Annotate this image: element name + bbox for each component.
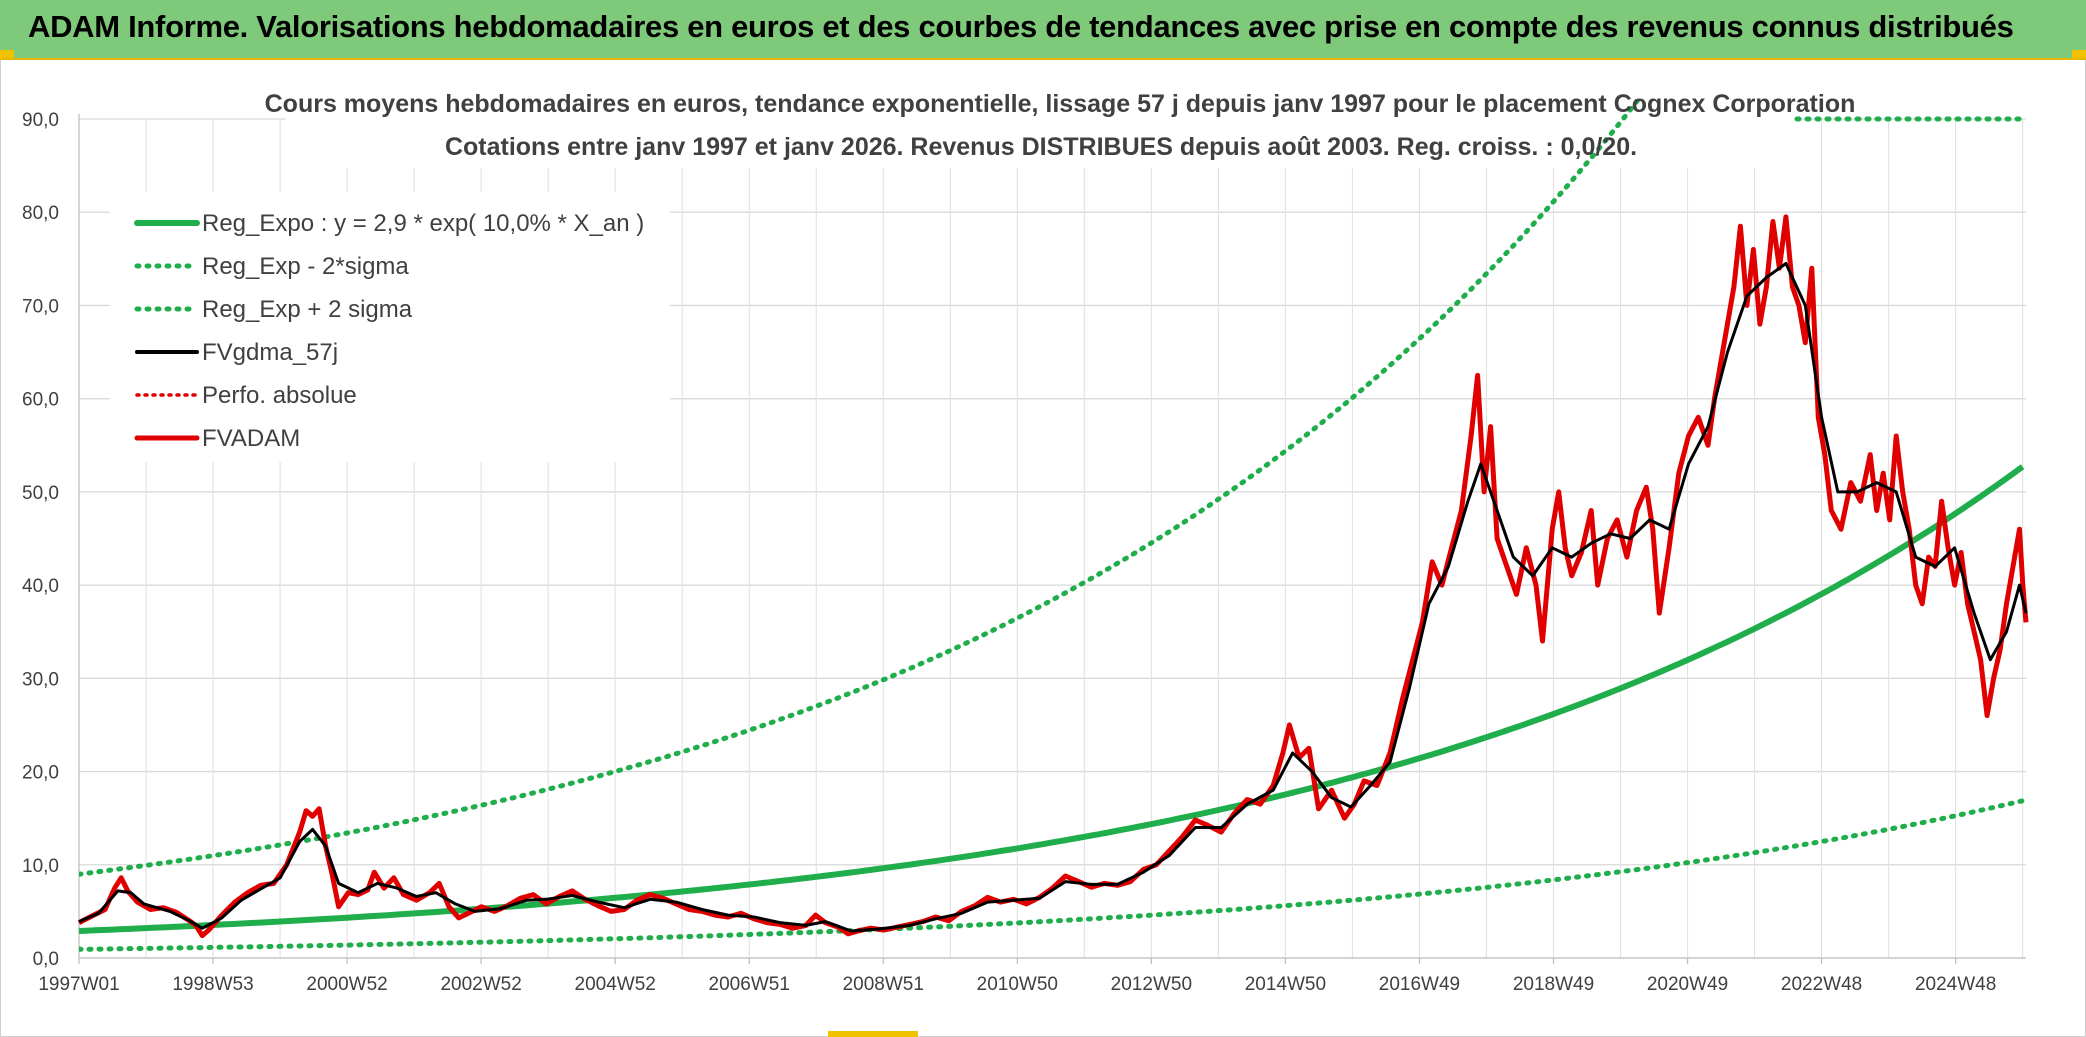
x-tick-label: 2024W48: [1915, 974, 1996, 995]
y-tick-label: 0,0: [33, 949, 59, 970]
x-tick-label: 2008W51: [843, 974, 924, 995]
x-tick-label: 2018W49: [1513, 974, 1594, 995]
report-title: ADAM Informe. Valorisations hebdomadaire…: [28, 9, 2014, 44]
corner-marker-top-right: [2072, 50, 2086, 58]
legend-label-upper: Reg_Exp + 2 sigma: [202, 296, 413, 323]
legend-background: [110, 192, 670, 462]
y-tick-label: 20,0: [22, 763, 59, 784]
y-tick-label: 70,0: [22, 296, 59, 317]
legend-label-lower: Reg_Exp - 2*sigma: [202, 253, 409, 280]
y-tick-label: 90,0: [22, 110, 59, 131]
chart-title-line2: Cotations entre janv 1997 et janv 2026. …: [445, 133, 1637, 161]
y-tick-label: 40,0: [22, 576, 59, 597]
corner-marker-top-left: [0, 50, 14, 58]
x-tick-label: 2016W49: [1379, 974, 1460, 995]
y-tick-label: 60,0: [22, 390, 59, 411]
corner-marker-bottom-center: [828, 1031, 918, 1037]
x-tick-label: 2022W48: [1781, 974, 1862, 995]
legend: Reg_Expo : y = 2,9 * exp( 10,0% * X_an )…: [134, 210, 644, 452]
report-banner: ADAM Informe. Valorisations hebdomadaire…: [0, 0, 2086, 60]
x-tick-label: 2002W52: [440, 974, 521, 995]
x-tick-label: 2000W52: [306, 974, 387, 995]
y-tick-label: 80,0: [22, 203, 59, 224]
x-tick-label: 1997W01: [38, 974, 119, 995]
title-background: [286, 88, 1796, 168]
y-tick-label: 10,0: [22, 856, 59, 877]
x-tick-label: 1998W53: [172, 974, 253, 995]
x-tick-label: 2014W50: [1245, 974, 1326, 995]
x-axis: 1997W01 1998W53 2000W52 2002W52 2004W52 2006W…: [38, 957, 2026, 995]
legend-label-reg: Reg_Expo : y = 2,9 * exp( 10,0% * X_an ): [202, 210, 644, 237]
x-tick-label: 2012W50: [1111, 974, 1192, 995]
series-upper-band: [79, 99, 1642, 877]
series-lower-band: [79, 798, 2026, 952]
chart-title-line1: Cours moyens hebdomadaires en euros, ten…: [265, 90, 1856, 118]
legend-label-perfo: Perfo. absolue: [202, 382, 357, 409]
x-tick-label: 2006W51: [709, 974, 790, 995]
series-fvgdma: [78, 262, 2028, 933]
series-layer: [77, 99, 2029, 952]
x-tick-label: 2020W49: [1647, 974, 1728, 995]
legend-label-adam: FVADAM: [202, 425, 300, 452]
y-tick-label: 50,0: [22, 483, 59, 504]
series-reg-expo: [79, 464, 2025, 934]
y-axis: 0,0 10,0 20,0 30,0 40,0 50,0 60,0 70,0 80,0 90,0: [22, 110, 80, 970]
legend-label-smooth: FVgdma_57j: [202, 339, 338, 366]
y-tick-label: 30,0: [22, 669, 59, 690]
x-tick-label: 2004W52: [575, 974, 656, 995]
x-tick-label: 2010W50: [977, 974, 1058, 995]
